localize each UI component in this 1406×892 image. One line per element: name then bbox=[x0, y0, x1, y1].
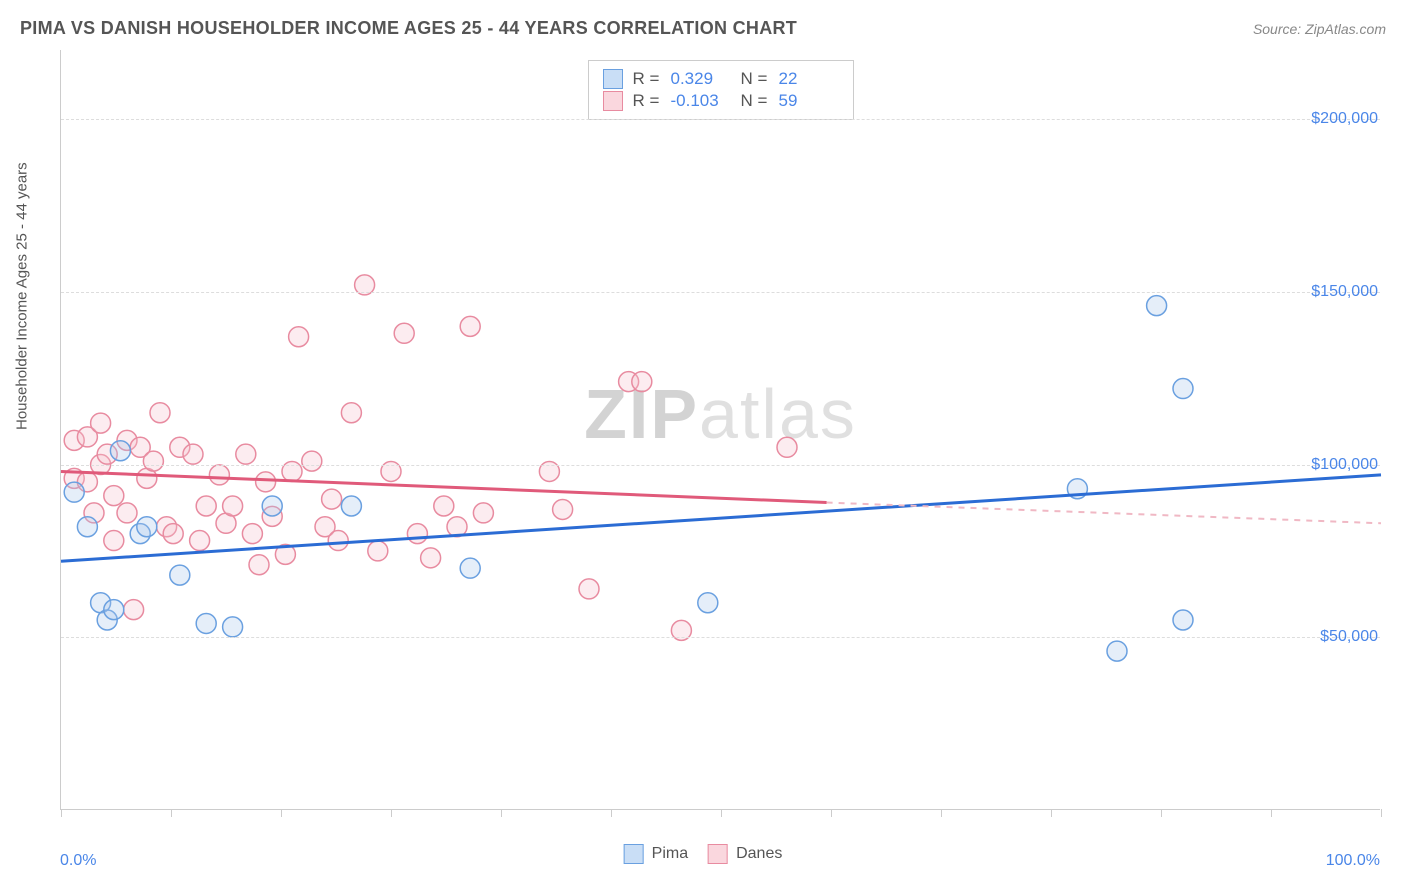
x-tick bbox=[1161, 809, 1162, 817]
data-point bbox=[104, 600, 124, 620]
swatch-pima-icon bbox=[624, 844, 644, 864]
x-tick bbox=[281, 809, 282, 817]
data-point bbox=[236, 444, 256, 464]
x-tick bbox=[1381, 809, 1382, 817]
data-point bbox=[196, 613, 216, 633]
data-point bbox=[110, 441, 130, 461]
data-point bbox=[150, 403, 170, 423]
x-tick bbox=[721, 809, 722, 817]
y-axis-label: Householder Income Ages 25 - 44 years bbox=[14, 162, 31, 430]
swatch-danes-icon bbox=[708, 844, 728, 864]
data-point bbox=[1147, 296, 1167, 316]
legend-item-pima: Pima bbox=[624, 844, 688, 864]
y-tick-label: $50,000 bbox=[1320, 628, 1382, 646]
data-point bbox=[143, 451, 163, 471]
data-point bbox=[341, 403, 361, 423]
data-point bbox=[77, 517, 97, 537]
data-point bbox=[163, 524, 183, 544]
data-point bbox=[1107, 641, 1127, 661]
data-point bbox=[460, 316, 480, 336]
legend-label-pima: Pima bbox=[652, 845, 688, 863]
x-axis-min-label: 0.0% bbox=[60, 852, 96, 870]
x-tick bbox=[1051, 809, 1052, 817]
data-point bbox=[242, 524, 262, 544]
data-point bbox=[322, 489, 342, 509]
data-point bbox=[262, 496, 282, 516]
data-point bbox=[137, 517, 157, 537]
data-point bbox=[579, 579, 599, 599]
gridline bbox=[61, 465, 1380, 466]
data-point bbox=[223, 496, 243, 516]
data-point bbox=[1173, 379, 1193, 399]
data-point bbox=[183, 444, 203, 464]
data-point bbox=[91, 413, 111, 433]
data-point bbox=[302, 451, 322, 471]
legend-item-danes: Danes bbox=[708, 844, 782, 864]
data-point bbox=[777, 437, 797, 457]
x-tick bbox=[831, 809, 832, 817]
data-point bbox=[104, 531, 124, 551]
scatter-plot bbox=[61, 50, 1380, 809]
x-tick bbox=[171, 809, 172, 817]
data-point bbox=[124, 600, 144, 620]
data-point bbox=[473, 503, 493, 523]
chart-area: ZIPatlas R = 0.329 N = 22 R = -0.103 N =… bbox=[60, 50, 1380, 810]
data-point bbox=[256, 472, 276, 492]
data-point bbox=[209, 465, 229, 485]
y-tick-label: $100,000 bbox=[1311, 456, 1382, 474]
y-tick-label: $150,000 bbox=[1311, 283, 1382, 301]
data-point bbox=[434, 496, 454, 516]
x-tick bbox=[941, 809, 942, 817]
data-point bbox=[223, 617, 243, 637]
data-point bbox=[632, 372, 652, 392]
data-point bbox=[289, 327, 309, 347]
data-point bbox=[104, 486, 124, 506]
legend-bottom: Pima Danes bbox=[624, 844, 783, 864]
gridline bbox=[61, 637, 1380, 638]
data-point bbox=[368, 541, 388, 561]
data-point bbox=[341, 496, 361, 516]
x-tick bbox=[611, 809, 612, 817]
data-point bbox=[190, 531, 210, 551]
data-point bbox=[553, 499, 573, 519]
data-point bbox=[460, 558, 480, 578]
data-point bbox=[328, 531, 348, 551]
gridline bbox=[61, 292, 1380, 293]
data-point bbox=[117, 503, 137, 523]
data-point bbox=[421, 548, 441, 568]
data-point bbox=[170, 565, 190, 585]
data-point bbox=[196, 496, 216, 516]
chart-title: PIMA VS DANISH HOUSEHOLDER INCOME AGES 2… bbox=[20, 18, 797, 39]
data-point bbox=[394, 323, 414, 343]
gridline bbox=[61, 119, 1380, 120]
data-point bbox=[698, 593, 718, 613]
data-point bbox=[249, 555, 269, 575]
x-axis-max-label: 100.0% bbox=[1326, 852, 1380, 870]
data-point bbox=[1173, 610, 1193, 630]
x-tick bbox=[501, 809, 502, 817]
legend-label-danes: Danes bbox=[736, 845, 782, 863]
y-tick-label: $200,000 bbox=[1311, 110, 1382, 128]
data-point bbox=[407, 524, 427, 544]
source-label: Source: ZipAtlas.com bbox=[1253, 21, 1386, 37]
x-tick bbox=[1271, 809, 1272, 817]
x-tick bbox=[391, 809, 392, 817]
data-point bbox=[64, 482, 84, 502]
x-tick bbox=[61, 809, 62, 817]
